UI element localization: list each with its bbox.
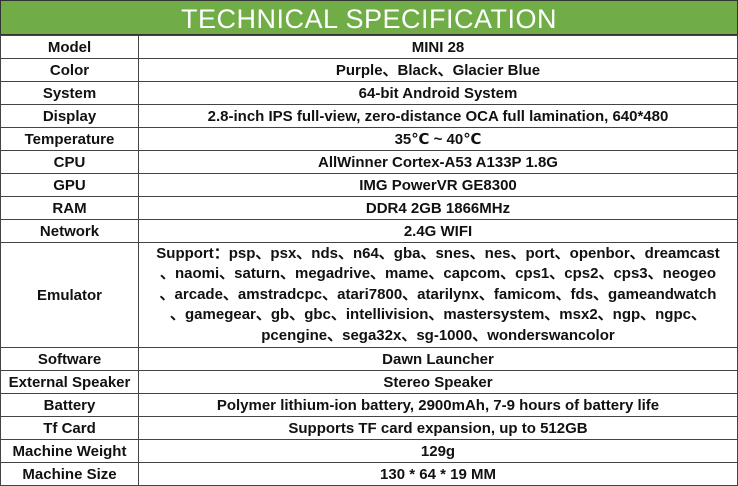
spec-value: DDR4 2GB 1866MHz xyxy=(138,196,738,220)
spec-value: MINI 28 xyxy=(138,35,738,59)
spec-row: System 64-bit Android System xyxy=(0,81,738,105)
spec-row: Network 2.4G WIFI xyxy=(0,219,738,243)
spec-row: Emulator Support：psp、psx、nds、n64、gba、snes… xyxy=(0,242,738,348)
spec-value: Dawn Launcher xyxy=(138,347,738,371)
spec-label: Network xyxy=(0,219,139,243)
spec-label: CPU xyxy=(0,150,139,174)
emulator-line: Support：psp、psx、nds、n64、gba、snes、nes、por… xyxy=(156,244,720,262)
spec-value: Polymer lithium-ion battery, 2900mAh, 7-… xyxy=(138,393,738,417)
spec-row: Display 2.8-inch IPS full-view, zero-dist… xyxy=(0,104,738,128)
spec-label: Temperature xyxy=(0,127,139,151)
spec-value: 64-bit Android System xyxy=(138,81,738,105)
spec-row: Model MINI 28 xyxy=(0,35,738,59)
spec-value: 130 * 64 * 19 MM xyxy=(138,462,738,486)
spec-value: 2.4G WIFI xyxy=(138,219,738,243)
spec-row: Machine Size 130 * 64 * 19 MM xyxy=(0,462,738,486)
spec-label: Model xyxy=(0,35,139,59)
spec-row: Color Purple、Black、Glacier Blue xyxy=(0,58,738,82)
spec-row: GPU IMG PowerVR GE8300 xyxy=(0,173,738,197)
spec-title: TECHNICAL SPECIFICATION xyxy=(0,0,738,35)
spec-label: System xyxy=(0,81,139,105)
spec-row: RAM DDR4 2GB 1866MHz xyxy=(0,196,738,220)
spec-row: CPU AllWinner Cortex-A53 A133P 1.8G xyxy=(0,150,738,174)
spec-label: Color xyxy=(0,58,139,82)
spec-value: 2.8-inch IPS full-view, zero-distance OC… xyxy=(138,104,738,128)
spec-row: External Speaker Stereo Speaker xyxy=(0,370,738,394)
spec-value: IMG PowerVR GE8300 xyxy=(138,173,738,197)
spec-row: Machine Weight 129g xyxy=(0,439,738,463)
emulator-line: 、arcade、amstradcpc、atari7800、atarilynx、f… xyxy=(159,285,717,303)
spec-label: Tf Card xyxy=(0,416,139,440)
spec-value: Supports TF card expansion, up to 512GB xyxy=(138,416,738,440)
spec-value: 129g xyxy=(138,439,738,463)
spec-label: Machine Weight xyxy=(0,439,139,463)
emulator-line: 、naomi、saturn、megadrive、mame、capcom、cps1… xyxy=(159,265,716,283)
spec-value: AllWinner Cortex-A53 A133P 1.8G xyxy=(138,150,738,174)
spec-label: Battery xyxy=(0,393,139,417)
spec-row: Tf Card Supports TF card expansion, up to… xyxy=(0,416,738,440)
spec-row: Battery Polymer lithium-ion battery, 2900… xyxy=(0,393,738,417)
spec-value: Support：psp、psx、nds、n64、gba、snes、nes、por… xyxy=(138,242,738,348)
spec-label: Display xyxy=(0,104,139,128)
spec-row: Temperature 35℃ ~ 40℃ xyxy=(0,127,738,151)
spec-row: Software Dawn Launcher xyxy=(0,347,738,371)
emulator-line: 、gamegear、gb、gbc、intellivision、mastersys… xyxy=(170,306,706,324)
spec-label: RAM xyxy=(0,196,139,220)
spec-value: 35℃ ~ 40℃ xyxy=(138,127,738,151)
spec-label: Machine Size xyxy=(0,462,139,486)
spec-label: Emulator xyxy=(0,242,139,348)
spec-value: Stereo Speaker xyxy=(138,370,738,394)
spec-value: Purple、Black、Glacier Blue xyxy=(138,58,738,82)
spec-table: Model MINI 28 Color Purple、Black、Glacier Bl… xyxy=(0,35,738,486)
emulator-line: pcengine、sega32x、sg-1000、wonderswancolor xyxy=(261,326,615,344)
spec-label: Software xyxy=(0,347,139,371)
spec-label: External Speaker xyxy=(0,370,139,394)
spec-label: GPU xyxy=(0,173,139,197)
